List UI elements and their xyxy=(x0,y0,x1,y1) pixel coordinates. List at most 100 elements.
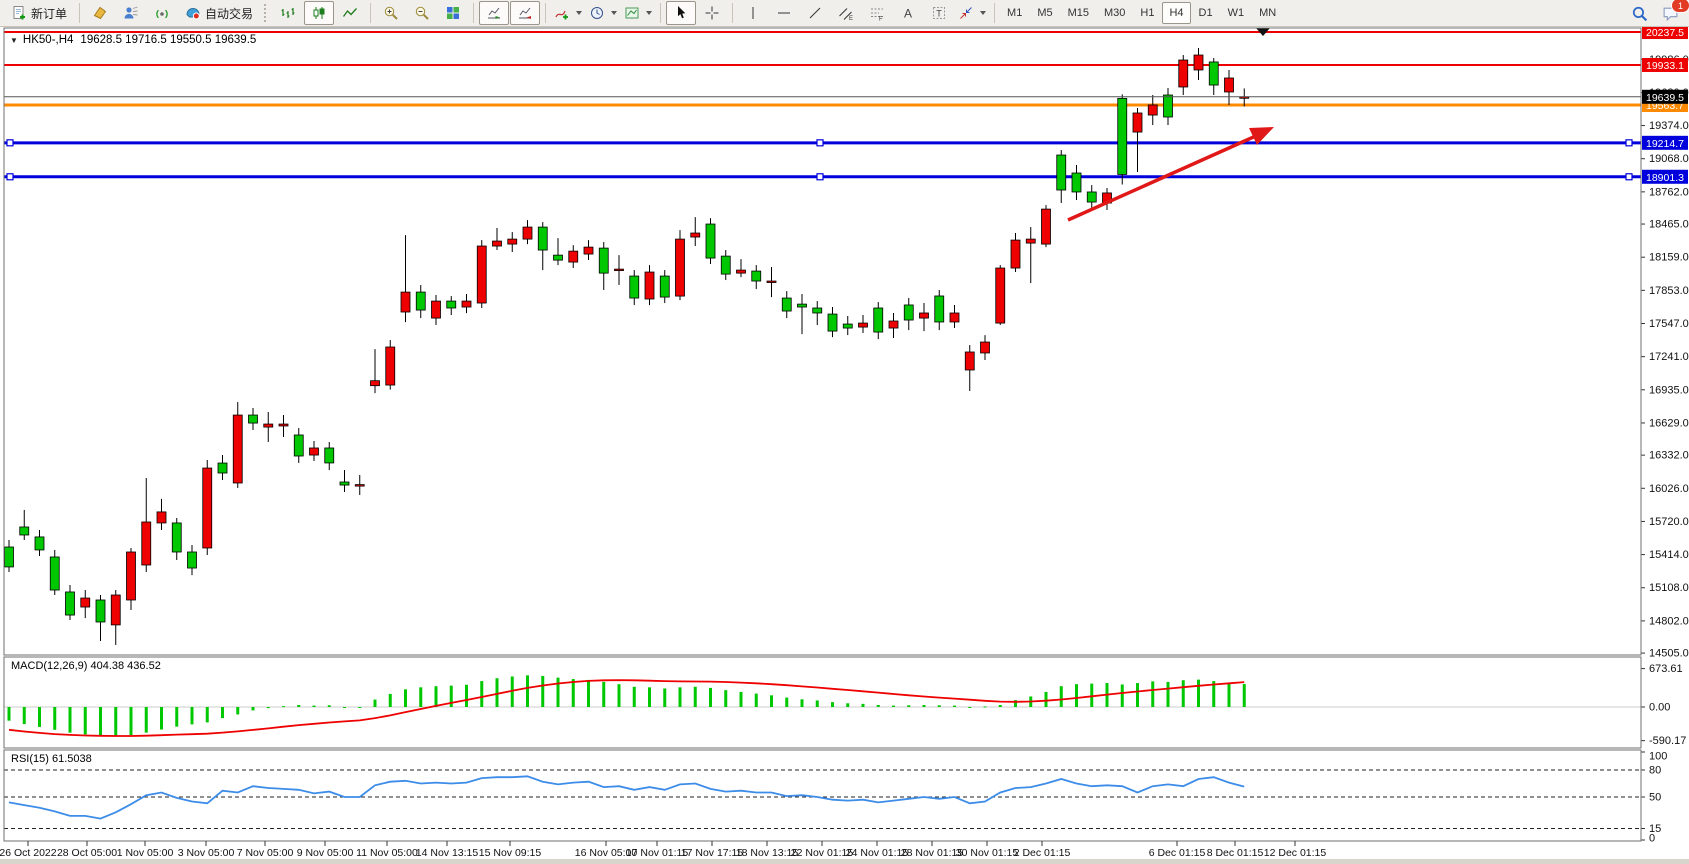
bar-chart-button[interactable] xyxy=(273,1,303,25)
new-order-button[interactable]: 新订单 xyxy=(4,1,74,25)
text-button[interactable]: A xyxy=(893,1,923,25)
search-button[interactable] xyxy=(1624,1,1654,25)
candle xyxy=(949,312,960,323)
candle xyxy=(476,245,487,304)
candle xyxy=(4,546,14,568)
timeframe-button-M5[interactable]: M5 xyxy=(1037,7,1053,19)
auto-scroll-button[interactable] xyxy=(510,1,541,25)
macd-label: MACD(12,26,9) 404.38 436.52 xyxy=(11,660,161,672)
price-line-label-box xyxy=(1642,57,1688,72)
clock-icon xyxy=(591,7,604,19)
trendline-button[interactable] xyxy=(800,1,830,25)
candle xyxy=(1193,54,1204,71)
date-label: 22 Nov 01:15 xyxy=(791,847,854,859)
macd-histogram-bar xyxy=(1212,681,1216,707)
candle xyxy=(1163,94,1173,118)
line-handle[interactable] xyxy=(1625,139,1633,147)
line-chart-button[interactable] xyxy=(335,1,365,25)
price-tick-label: 16026.0 xyxy=(1649,483,1689,495)
candle xyxy=(95,599,106,623)
timeframe-button-W1[interactable]: W1 xyxy=(1227,7,1245,19)
candle xyxy=(1208,61,1219,86)
zoom-in-button[interactable] xyxy=(376,1,406,25)
text-label-button[interactable]: T xyxy=(924,1,954,25)
candle xyxy=(461,300,472,308)
macd-histogram-bar xyxy=(937,705,941,707)
line-handle[interactable] xyxy=(816,139,824,147)
auto-trading-button[interactable]: 自动交易 xyxy=(178,1,260,25)
candle xyxy=(431,300,441,319)
macd-histogram-bar xyxy=(175,707,179,727)
line-handle[interactable] xyxy=(6,173,14,181)
date-label: 1 Nov 05:00 xyxy=(117,847,174,859)
crosshair-button[interactable] xyxy=(697,1,727,25)
macd-histogram-bar xyxy=(327,705,331,707)
candle xyxy=(751,270,762,282)
timeframe-button-M15[interactable]: M15 xyxy=(1067,7,1089,19)
templates-button[interactable] xyxy=(621,1,655,25)
price-line-label: 20237.5 xyxy=(1646,27,1684,39)
date-label: 26 Oct 2022 xyxy=(0,847,57,859)
indicators-button[interactable] xyxy=(551,1,585,25)
candle xyxy=(827,313,838,332)
date-label: 18 Nov 13:15 xyxy=(736,847,799,859)
macd-histogram-bar xyxy=(1197,679,1200,707)
timeframe-button-M1[interactable]: M1 xyxy=(1007,7,1023,19)
profile-button[interactable] xyxy=(116,1,146,25)
symbol-header[interactable]: ▼ HK50-,H4 19628.5 19716.5 19550.5 19639… xyxy=(10,34,256,46)
macd-histogram-bar xyxy=(1227,682,1231,707)
periods-button[interactable] xyxy=(586,1,620,25)
svg-text:A: A xyxy=(904,7,912,21)
zoom-out-button[interactable] xyxy=(407,1,437,25)
line-handle[interactable] xyxy=(6,139,14,147)
macd-histogram-bar xyxy=(160,707,163,730)
macd-histogram-bar xyxy=(800,699,804,707)
horizontal-line-button[interactable] xyxy=(769,1,799,25)
date-label: 12 Dec 01:15 xyxy=(1264,847,1327,859)
tile-windows-button[interactable] xyxy=(438,1,468,25)
chat-button[interactable]: 1 xyxy=(1655,0,1689,25)
candle xyxy=(1010,239,1021,269)
top-arrow-marker[interactable] xyxy=(1256,28,1270,36)
chisel-tool-button[interactable] xyxy=(85,1,115,25)
candlestick-chart-button[interactable] xyxy=(304,1,335,25)
line-handle[interactable] xyxy=(816,173,824,181)
timeframe-button-D1[interactable]: D1 xyxy=(1198,7,1213,19)
candle xyxy=(842,323,853,329)
rsi-axis-label: 15 xyxy=(1649,823,1661,835)
candle xyxy=(888,320,899,329)
chart-background[interactable] xyxy=(0,27,1689,859)
timeframe-button-MN[interactable]: MN xyxy=(1259,7,1277,19)
timeframe-button-H1[interactable]: H1 xyxy=(1140,7,1155,19)
arrows-button[interactable] xyxy=(955,1,989,25)
timeframe-button-H4[interactable]: H4 xyxy=(1162,2,1191,24)
candle xyxy=(309,447,319,456)
signal-button[interactable] xyxy=(147,1,177,25)
candle xyxy=(1056,154,1067,191)
symbol-ohlc: 19628.5 19716.5 19550.5 19639.5 xyxy=(80,34,257,46)
candle xyxy=(19,526,30,536)
cursor-icon xyxy=(678,6,686,19)
macd-histogram-bar xyxy=(709,687,712,707)
fibonacci-button[interactable]: F xyxy=(862,1,892,25)
text-label-icon: T xyxy=(933,7,946,19)
chart-shift-button[interactable] xyxy=(479,1,510,25)
macd-histogram-bar xyxy=(83,707,87,735)
price-tick-label: 15108.0 xyxy=(1649,582,1689,594)
date-label: 11 Nov 05:00 xyxy=(356,847,418,859)
date-label: 17 Nov 01:15 xyxy=(626,847,689,859)
vertical-line-button[interactable] xyxy=(738,1,768,25)
trend-arrow-line[interactable] xyxy=(1067,133,1259,222)
macd-histogram-bar xyxy=(1166,681,1170,707)
crosshair-icon xyxy=(705,6,719,20)
timeframe-button-M30[interactable]: M30 xyxy=(1104,7,1126,19)
macd-histogram-bar xyxy=(922,705,926,707)
macd-axis-label: 0.00 xyxy=(1649,702,1670,714)
line-handle[interactable] xyxy=(1625,173,1633,181)
cursor-button[interactable] xyxy=(666,1,697,25)
symbol-dropdown-icon[interactable]: ▼ xyxy=(10,35,18,45)
price-line-label-box xyxy=(1642,89,1688,104)
channel-button[interactable]: E xyxy=(831,1,861,25)
